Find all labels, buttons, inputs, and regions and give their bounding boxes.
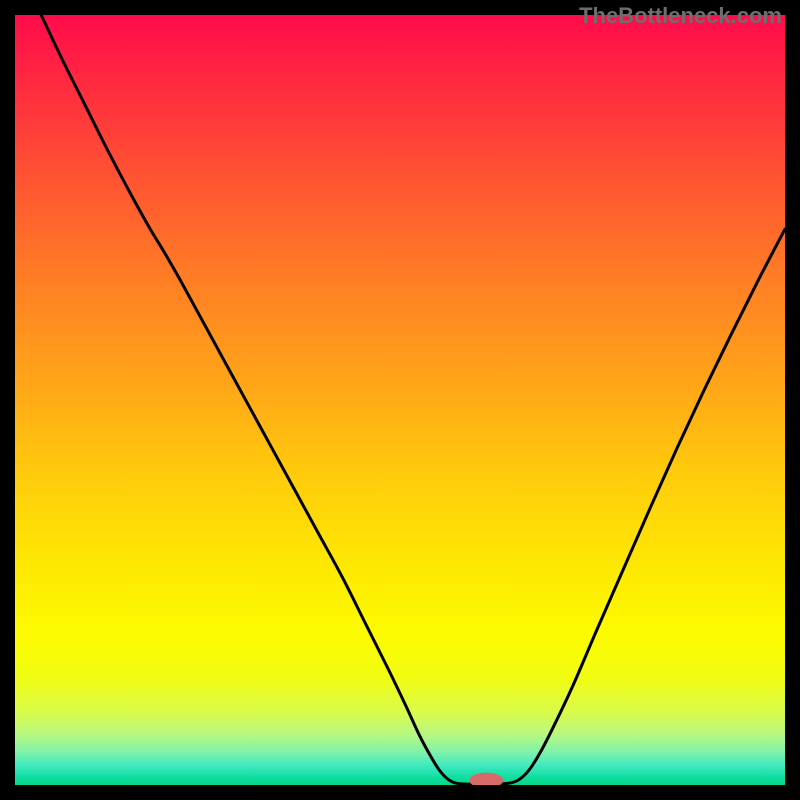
- chart-frame: TheBottleneck.com: [0, 0, 800, 800]
- gradient-background: [15, 15, 785, 785]
- watermark-text: TheBottleneck.com: [579, 3, 782, 29]
- plot-area: [15, 15, 785, 785]
- chart-svg: [15, 15, 785, 785]
